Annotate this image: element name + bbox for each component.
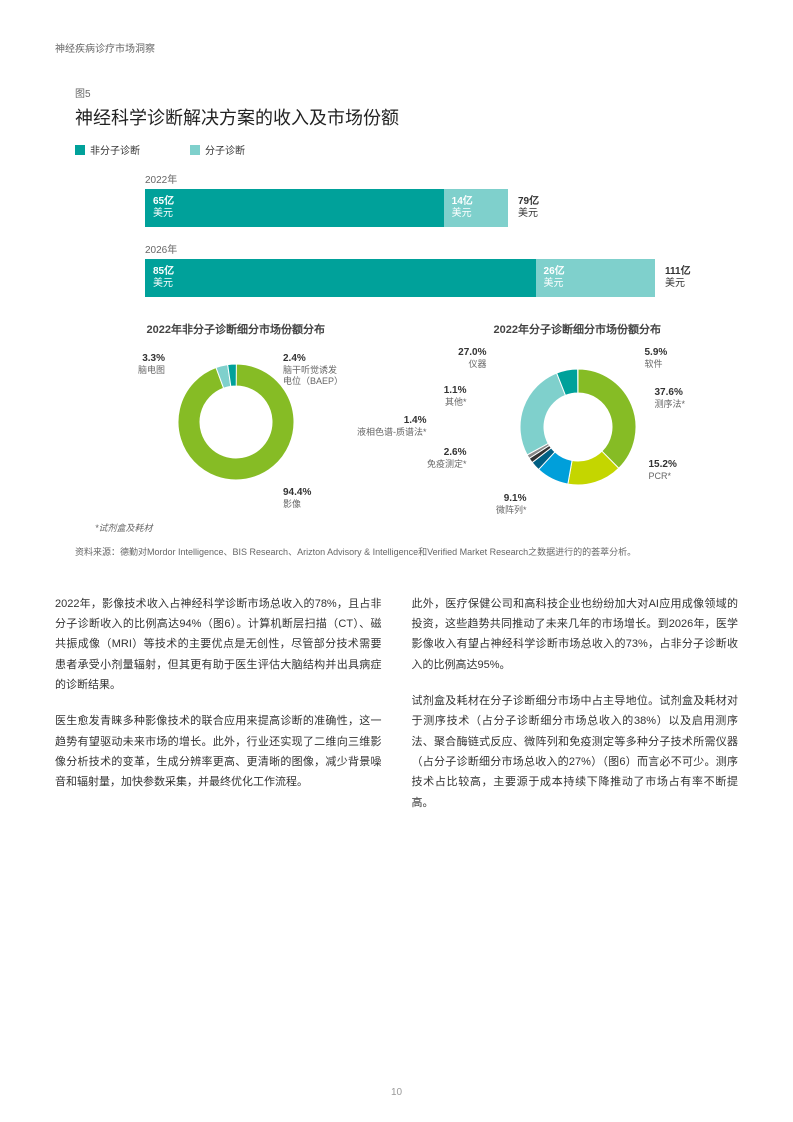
legend-label: 分子诊断 (205, 142, 245, 157)
paragraph: 2022年，影像技术收入占神经科学诊断市场总收入的78%，且占非分子诊断收入的比… (55, 594, 382, 696)
figure-label: 图5 (75, 85, 738, 100)
figure-5: 图5 神经科学诊断解决方案的收入及市场份额 非分子诊断 分子诊断 2022年 65… (75, 85, 738, 560)
bar-segment-non-molecular: 65亿美元 (145, 189, 444, 227)
legend-label: 非分子诊断 (90, 142, 140, 157)
donut-label: 9.1%微阵列* (447, 493, 527, 516)
donut-slice (520, 373, 565, 455)
chart-title: 神经科学诊断解决方案的收入及市场份额 (75, 104, 738, 130)
source-citation: 资料来源：德勤对Mordor Intelligence、BIS Research… (75, 546, 738, 560)
bar-segment-molecular: 26亿美元 (536, 259, 655, 297)
donut-slice (578, 369, 636, 468)
text-column-left: 2022年，影像技术收入占神经科学诊断市场总收入的78%，且占非分子诊断收入的比… (55, 594, 382, 829)
bar-year-label: 2026年 (145, 241, 738, 256)
page-number: 10 (0, 1087, 793, 1098)
body-text: 2022年，影像技术收入占神经科学诊断市场总收入的78%，且占非分子诊断收入的比… (55, 594, 738, 829)
paragraph: 医生愈发青睐多种影像技术的联合应用来提高诊断的准确性，这一趋势有望驱动未来市场的… (55, 711, 382, 792)
donut-label: 94.4%影像 (283, 487, 311, 510)
paragraph: 此外，医疗保健公司和高科技企业也纷纷加大对AI应用成像领域的投资，这些趋势共同推… (412, 594, 739, 675)
bar-total-label: 79亿美元 (508, 189, 539, 227)
donut-title: 2022年分子诊断细分市场份额分布 (417, 321, 739, 337)
donut-label: 2.4%脑干听觉诱发电位（BAEP） (283, 353, 343, 387)
footnote: *试剂盒及耗材 (95, 521, 738, 534)
bar-row: 2026年 85亿美元26亿美元111亿美元 (145, 241, 738, 297)
swatch (190, 145, 200, 155)
donut-label: 3.3%脑电图 (85, 353, 165, 376)
donut-label: 15.2%PCR* (649, 459, 677, 482)
donut-label: 37.6%测序法* (655, 387, 686, 410)
legend-item-non-molecular: 非分子诊断 (75, 142, 140, 157)
bar-total-label: 111亿美元 (655, 259, 691, 297)
donut-label: 27.0%仪器 (407, 347, 487, 370)
donut-label: 1.4%液相色谱-质谱法* (347, 415, 427, 438)
bar-segment-non-molecular: 85亿美元 (145, 259, 536, 297)
donut-label: 5.9%软件 (645, 347, 668, 370)
text-column-right: 此外，医疗保健公司和高科技企业也纷纷加大对AI应用成像领域的投资，这些趋势共同推… (412, 594, 739, 829)
legend-item-molecular: 分子诊断 (190, 142, 245, 157)
donut-charts-row: 2022年非分子诊断细分市场份额分布 3.3%脑电图 2.4%脑干听觉诱发电位（B… (75, 321, 738, 517)
bar-year-label: 2022年 (145, 171, 738, 186)
stacked-bar-chart: 2022年 65亿美元14亿美元79亿美元 2026年 85亿美元26亿美元111亿美… (75, 171, 738, 297)
donut-title: 2022年非分子诊断细分市场份额分布 (75, 321, 397, 337)
donut-label: 2.6%免疫测定* (387, 447, 467, 470)
donut-molecular: 2022年分子诊断细分市场份额分布 27.0%仪器5.9%软件1.1%其他*37… (417, 321, 739, 517)
bar-segment-molecular: 14亿美元 (444, 189, 508, 227)
page-header: 神经疾病诊疗市场洞察 (55, 40, 738, 55)
swatch (75, 145, 85, 155)
legend: 非分子诊断 分子诊断 (75, 142, 738, 157)
donut-svg (503, 352, 653, 502)
bar-row: 2022年 65亿美元14亿美元79亿美元 (145, 171, 738, 227)
donut-wrap: 27.0%仪器5.9%软件1.1%其他*37.6%测序法*1.4%液相色谱-质谱… (417, 347, 739, 517)
donut-label: 1.1%其他* (387, 385, 467, 408)
paragraph: 试剂盒及耗材在分子诊断细分市场中占主导地位。试剂盒及耗材对于测序技术（占分子诊断… (412, 691, 739, 813)
